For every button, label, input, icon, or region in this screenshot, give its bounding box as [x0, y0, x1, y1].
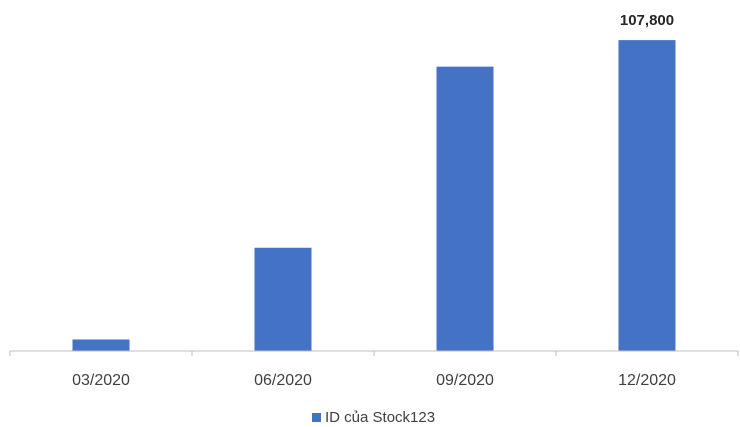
- data-labels-group: 107,800: [620, 12, 674, 29]
- data-label: 107,800: [620, 12, 674, 29]
- x-tick-label: 03/2020: [72, 372, 130, 389]
- x-tick-label: 06/2020: [254, 372, 312, 389]
- x-tick-label: 09/2020: [436, 372, 494, 389]
- legend-label: ID của Stock123: [325, 409, 435, 426]
- bar-12-2020: [618, 40, 676, 352]
- x-tick-label: 12/2020: [618, 372, 676, 389]
- bars-group: [72, 40, 676, 352]
- legend: ID của Stock123: [312, 409, 435, 426]
- bar-03-2020: [72, 339, 130, 351]
- x-axis-tick-labels: 03/2020 06/2020 09/2020 12/2020: [72, 372, 676, 389]
- bar-09-2020: [436, 66, 494, 351]
- bar-06-2020: [254, 247, 312, 351]
- x-axis-ticks: [9, 351, 739, 356]
- legend-swatch: [312, 413, 321, 422]
